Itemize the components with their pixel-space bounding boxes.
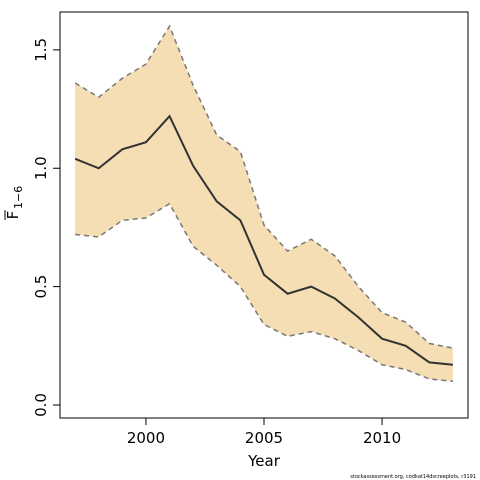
y-label-subscript: 1−6 — [12, 186, 25, 209]
lower-bound — [75, 202, 453, 383]
x-tick-label: 2005 — [245, 429, 283, 447]
y-tick-label: 1.5 — [32, 38, 50, 62]
x-axis-label: Year — [247, 452, 281, 470]
x-tick-label: 2000 — [127, 429, 165, 447]
y-tick-label: 1.0 — [32, 156, 50, 180]
estimate-line — [74, 114, 453, 366]
y-axis-label: F 1−6 — [4, 186, 25, 220]
upper-bound — [74, 24, 454, 349]
y-label-symbol: F — [4, 211, 22, 220]
y-tick-label: 0.5 — [32, 275, 50, 299]
footnote: stockassessment.org, codkat14dscreeplots… — [350, 474, 476, 480]
confidence-band — [75, 26, 453, 382]
x-tick-label: 2010 — [363, 429, 401, 447]
y-tick-label: 0.0 — [32, 393, 50, 417]
